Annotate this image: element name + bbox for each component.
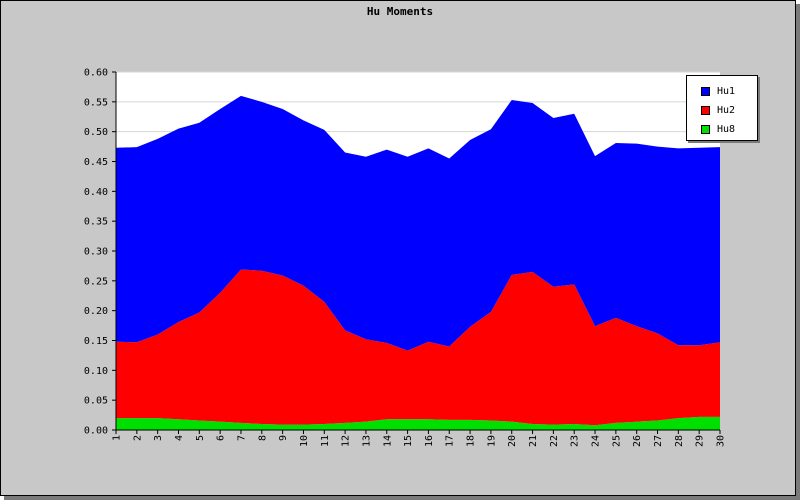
x-tick-label: 24 bbox=[591, 435, 602, 447]
legend-label: Hu2 bbox=[717, 105, 736, 116]
x-tick-label: 15 bbox=[403, 435, 414, 447]
axis-layer: 0.00 0.05 0.10 0.15 0.20 0.25 0.30 0.35 0.40 0.45… bbox=[84, 68, 727, 448]
y-tick-label: 0.25 bbox=[84, 276, 108, 287]
x-tick-label: 30 bbox=[716, 435, 727, 447]
legend: Hu1 Hu2 Hu8 bbox=[686, 75, 758, 141]
x-tick-label: 23 bbox=[570, 435, 581, 447]
x-tick-label: 25 bbox=[611, 435, 622, 447]
chart-title: Hu Moments bbox=[366, 5, 434, 18]
y-tick-label: 0.50 bbox=[84, 127, 108, 138]
x-tick-label: 8 bbox=[257, 435, 268, 441]
y-tick-label: 0.45 bbox=[84, 157, 108, 168]
y-tick-label: 0.20 bbox=[84, 306, 108, 317]
x-tick-label: 19 bbox=[486, 435, 497, 447]
series-area-hu8 bbox=[116, 416, 720, 430]
area-layer bbox=[116, 95, 720, 430]
x-tick-label: 18 bbox=[466, 435, 477, 447]
x-tick-label: 10 bbox=[299, 435, 310, 447]
x-tick-label: 22 bbox=[549, 435, 560, 447]
legend-item-hu2: Hu2 bbox=[687, 101, 757, 120]
x-tick-label: 11 bbox=[320, 435, 331, 447]
x-tick-label: 28 bbox=[674, 435, 685, 447]
x-tick-label: 6 bbox=[216, 435, 227, 441]
legend-swatch bbox=[701, 106, 710, 115]
x-tick-label: 26 bbox=[632, 435, 643, 447]
y-tick-label: 0.35 bbox=[84, 217, 108, 228]
x-tick-label: 13 bbox=[361, 435, 372, 447]
x-tick-label: 1 bbox=[112, 435, 123, 441]
x-tick-label: 9 bbox=[278, 435, 289, 441]
x-tick-label: 21 bbox=[528, 435, 539, 447]
y-tick-label: 0.15 bbox=[84, 336, 108, 347]
x-tick-label: 5 bbox=[195, 435, 206, 441]
legend-swatch bbox=[701, 87, 710, 96]
x-tick-label: 16 bbox=[424, 435, 435, 447]
x-tick-label: 12 bbox=[341, 435, 352, 447]
x-tick-label: 17 bbox=[445, 435, 456, 447]
legend-label: Hu1 bbox=[717, 86, 736, 97]
x-tick-label: 2 bbox=[132, 435, 143, 441]
legend-item-hu1: Hu1 bbox=[687, 82, 757, 101]
x-tick-label: 14 bbox=[382, 435, 393, 447]
series-area-hu2 bbox=[116, 269, 720, 426]
legend-label: Hu8 bbox=[717, 124, 736, 135]
series-area-hu1 bbox=[116, 95, 720, 351]
y-tick-label: 0.40 bbox=[84, 187, 108, 198]
legend-item-hu8: Hu8 bbox=[687, 120, 757, 139]
x-tick-label: 27 bbox=[653, 435, 664, 447]
x-tick-label: 3 bbox=[153, 435, 164, 441]
y-tick-label: 0.55 bbox=[84, 97, 108, 108]
y-tick-label: 0.60 bbox=[84, 68, 108, 79]
x-tick-label: 7 bbox=[236, 435, 247, 441]
y-tick-label: 0.30 bbox=[84, 247, 108, 258]
x-tick-label: 20 bbox=[507, 435, 518, 447]
y-tick-label: 0.00 bbox=[84, 426, 108, 437]
x-tick-label: 29 bbox=[695, 435, 706, 447]
legend-swatch bbox=[701, 125, 710, 134]
x-tick-label: 4 bbox=[174, 435, 185, 441]
y-tick-label: 0.05 bbox=[84, 396, 108, 407]
y-tick-label: 0.10 bbox=[84, 366, 108, 377]
